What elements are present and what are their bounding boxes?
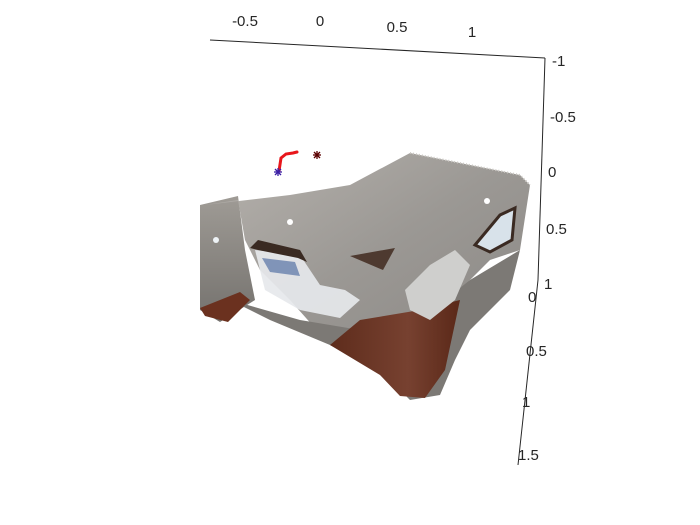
cloud-light-spot-2 [484, 198, 490, 204]
cloud-bed-frame [250, 240, 307, 262]
cloud-light-spot-1 [287, 219, 293, 225]
z-axis-line [517, 279, 539, 466]
y-axis-line [537, 57, 546, 281]
x-axis-ticks: -0.5 0 0.5 1 [232, 13, 476, 41]
trajectory [274, 150, 321, 176]
y-tick-label: -1 [552, 53, 565, 70]
cloud-right-furniture [405, 250, 470, 320]
trajectory-line [277, 150, 299, 173]
cloud-dark-shape [350, 248, 395, 270]
z-axis-ticks: 0 0.5 1 1.5 [518, 289, 547, 464]
y-tick-label: 0.5 [546, 221, 567, 238]
z-tick-label: 0.5 [526, 343, 547, 360]
x-tick-label: -0.5 [232, 13, 258, 30]
cloud-bed-blue [262, 258, 300, 276]
y-tick-label: 1 [544, 276, 552, 293]
room-point-cloud [200, 152, 531, 400]
x-tick-label: 0 [316, 13, 324, 30]
x-axis-line [209, 39, 546, 59]
trajectory-end-marker [313, 151, 321, 159]
cloud-side-wall [200, 196, 255, 322]
cloud-floor-left [200, 292, 250, 322]
z-tick-label: 0 [528, 289, 536, 306]
z-tick-label: 1 [522, 394, 530, 411]
cloud-lower-body [230, 250, 520, 400]
x-tick-label: 1 [468, 24, 476, 41]
cloud-floor [330, 300, 460, 398]
y-tick-label: 0 [548, 164, 556, 181]
z-tick-label: 1.5 [518, 447, 539, 464]
trajectory-start-marker [274, 168, 282, 176]
x-tick-label: 0.5 [387, 19, 408, 36]
y-axis-ticks: -1 -0.5 0 0.5 1 [544, 53, 576, 293]
y-tick-label: -0.5 [550, 109, 576, 126]
cloud-light-spot-3 [213, 237, 219, 243]
cloud-window [472, 205, 517, 254]
axes: -0.5 0 0.5 1 -1 -0.5 0 0.5 1 0 0.5 1 1.5 [209, 13, 576, 466]
